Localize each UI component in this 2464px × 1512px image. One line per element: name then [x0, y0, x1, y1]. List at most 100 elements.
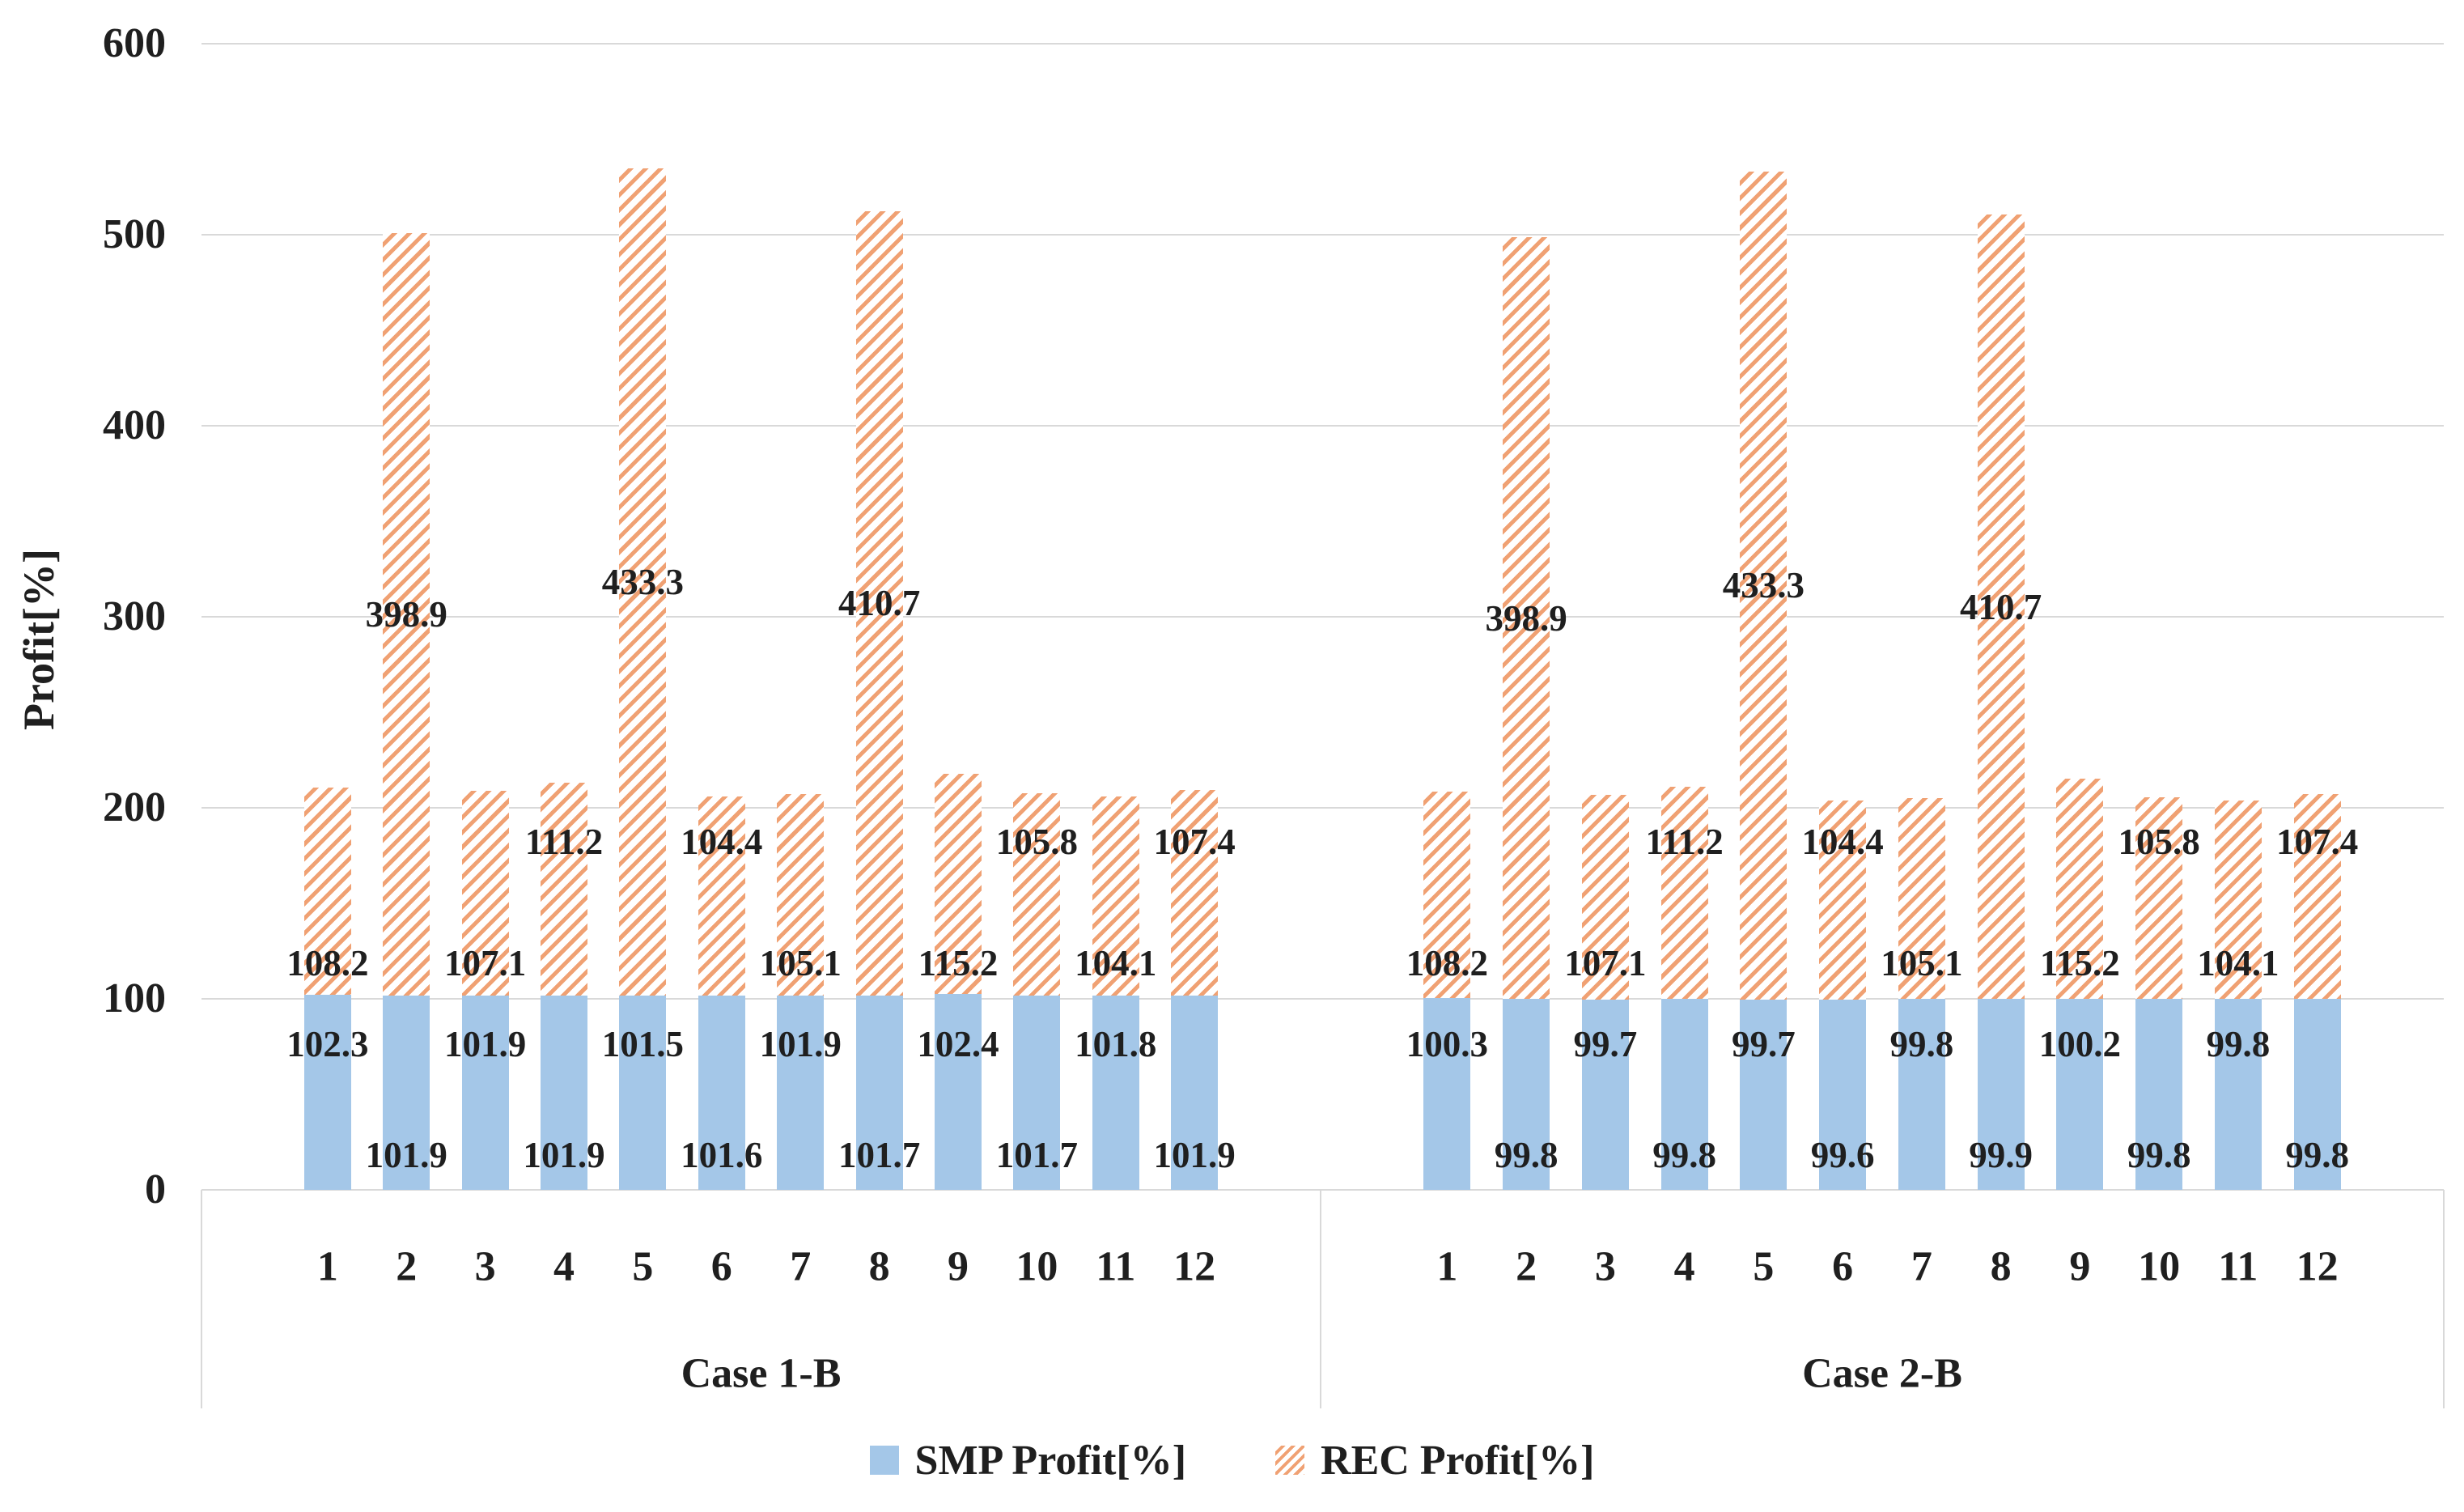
x-tick-label: 9 [947, 1243, 969, 1290]
data-label-rec: 104.4 [1801, 822, 1884, 862]
data-label-rec: 105.8 [995, 822, 1078, 862]
data-label-rec: 115.2 [918, 943, 999, 983]
y-tick-label-100: 100 [103, 975, 166, 1021]
bar-segment-rec [1092, 796, 1139, 996]
legend: SMP Profit[%] REC Profit[%] [0, 1434, 2464, 1486]
bar-segment-rec [1977, 214, 2025, 1000]
bar-segment-rec [2214, 800, 2262, 1000]
data-label-smp: 100.3 [1406, 1024, 1489, 1064]
data-label-rec: 105.1 [759, 943, 842, 983]
legend-swatch-rec-icon [1275, 1446, 1305, 1475]
x-tick-label: 6 [710, 1243, 732, 1290]
bar-segment-rec [1581, 794, 1629, 1000]
data-label-rec: 107.1 [1564, 943, 1647, 983]
legend-swatch-smp-icon [869, 1446, 899, 1475]
category-box-separator-0 [201, 1190, 202, 1408]
bar-segment-smp [1503, 999, 1550, 1190]
group-label: Case 2-B [1802, 1350, 1962, 1397]
bar-segment-rec [383, 233, 430, 996]
y-tick-label-400: 400 [103, 402, 166, 448]
bar-segment-rec [2293, 794, 2341, 1000]
data-label-rec: 104.4 [681, 822, 763, 862]
bar-segment-smp [2056, 998, 2104, 1190]
data-label-smp: 101.9 [523, 1135, 605, 1175]
bar-segment-smp [1423, 998, 1471, 1190]
bar-segment-smp [1819, 999, 1867, 1190]
bar-segment-rec [1423, 791, 1471, 999]
gridline-400 [201, 425, 2444, 427]
data-label-smp: 101.6 [681, 1135, 763, 1175]
bar-segment-smp [2135, 999, 2183, 1190]
bar-segment-smp [1977, 999, 2025, 1190]
data-label-rec: 107.4 [2275, 822, 2359, 862]
bar-segment-smp [1013, 995, 1061, 1190]
data-label-rec: 433.3 [601, 562, 685, 603]
data-label-rec: 107.1 [443, 943, 527, 983]
bar-segment-smp [698, 996, 745, 1190]
y-tick-label-200: 200 [103, 784, 166, 830]
data-label-smp: 101.7 [838, 1135, 921, 1175]
legend-item-rec: REC Profit[%] [1275, 1437, 1594, 1484]
y-tick-label-0: 0 [145, 1166, 166, 1213]
x-tick-label: 10 [2138, 1243, 2181, 1290]
data-label-rec: 108.2 [1406, 943, 1489, 983]
data-label-smp: 99.8 [1889, 1024, 1954, 1064]
data-label-smp: 99.8 [2127, 1135, 2191, 1175]
bar-segment-smp [934, 994, 982, 1190]
gridline-300 [201, 616, 2444, 618]
data-label-smp: 99.8 [2285, 1135, 2349, 1175]
x-tick-label: 5 [1753, 1243, 1775, 1290]
gridline-200 [201, 807, 2444, 809]
y-tick-label-300: 300 [103, 593, 166, 639]
bar-segment-rec [777, 794, 825, 996]
legend-label-rec: REC Profit[%] [1321, 1437, 1595, 1484]
x-tick-label: 4 [1673, 1243, 1695, 1290]
bar-segment-rec [698, 796, 745, 996]
bar-segment-rec [1503, 237, 1550, 1000]
data-label-rec: 104.1 [1075, 943, 1157, 983]
legend-label-smp: SMP Profit[%] [914, 1437, 1187, 1484]
x-tick-label: 2 [1516, 1243, 1537, 1290]
x-tick-label: 12 [1173, 1243, 1216, 1290]
bar-segment-rec [934, 774, 982, 995]
bar-segment-rec [2056, 778, 2104, 999]
data-label-rec: 111.2 [524, 822, 604, 862]
bar-segment-smp [1898, 999, 1945, 1190]
x-tick-label: 8 [1990, 1243, 2012, 1290]
bar-segment-smp [541, 995, 587, 1190]
data-label-smp: 101.7 [995, 1135, 1078, 1175]
bar-segment-smp [1092, 995, 1139, 1190]
bar-segment-rec [1171, 790, 1219, 996]
data-label-smp: 99.7 [1573, 1024, 1638, 1064]
data-label-smp: 101.9 [1153, 1135, 1236, 1175]
data-label-rec: 410.7 [838, 583, 921, 624]
bar-segment-smp [855, 995, 903, 1190]
bar-segment-rec [1013, 793, 1061, 996]
bar-segment-rec [541, 783, 587, 996]
bar-segment-rec [1740, 172, 1788, 1000]
bar-segment-smp [1581, 999, 1629, 1190]
x-tick-label: 6 [1832, 1243, 1854, 1290]
x-tick-label: 7 [1911, 1243, 1932, 1290]
y-tick-label-600: 600 [103, 20, 166, 66]
category-box-separator-1 [1320, 1190, 1321, 1408]
x-tick-label: 12 [2296, 1243, 2339, 1290]
data-label-rec: 398.9 [365, 593, 447, 635]
bar-segment-smp [303, 994, 351, 1190]
data-label-smp: 102.4 [917, 1024, 999, 1064]
x-tick-label: 5 [632, 1243, 654, 1290]
x-tick-label: 3 [1594, 1243, 1616, 1290]
bar-segment-rec [619, 168, 667, 996]
bar-segment-smp [2214, 999, 2262, 1190]
data-label-smp: 100.2 [2038, 1024, 2121, 1064]
data-label-smp: 99.8 [1652, 1135, 1716, 1175]
x-tick-label: 2 [396, 1243, 418, 1290]
category-box-separator-2 [2443, 1190, 2445, 1408]
data-label-smp: 99.9 [1969, 1135, 2033, 1175]
data-label-smp: 102.3 [286, 1024, 369, 1064]
data-label-smp: 101.9 [443, 1024, 527, 1064]
y-tick-label-500: 500 [103, 211, 166, 257]
bar-segment-rec [1660, 787, 1708, 1000]
bar-segment-rec [461, 790, 509, 996]
